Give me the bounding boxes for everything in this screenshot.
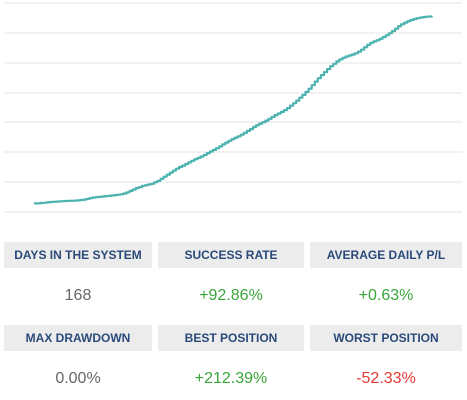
days-in-system-value: 168	[64, 287, 92, 304]
equity-series-line	[34, 15, 434, 205]
success-rate-value: +92.86%	[199, 287, 263, 304]
average-daily-pl-value: +0.63%	[358, 287, 414, 304]
worst-position-label: WORST POSITION	[310, 325, 462, 351]
equity-chart	[4, 2, 462, 213]
days-in-system-label: DAYS IN THE SYSTEM	[4, 242, 152, 268]
best-position-label: BEST POSITION	[158, 325, 304, 351]
max-drawdown-label: MAX DRAWDOWN	[4, 325, 152, 351]
average-daily-pl-label: AVERAGE DAILY P/L	[310, 242, 462, 268]
success-rate-label: SUCCESS RATE	[158, 242, 304, 268]
worst-position-value: -52.33%	[356, 370, 416, 387]
best-position-value: +212.39%	[194, 370, 268, 387]
max-drawdown-value: 0.00%	[55, 370, 101, 387]
